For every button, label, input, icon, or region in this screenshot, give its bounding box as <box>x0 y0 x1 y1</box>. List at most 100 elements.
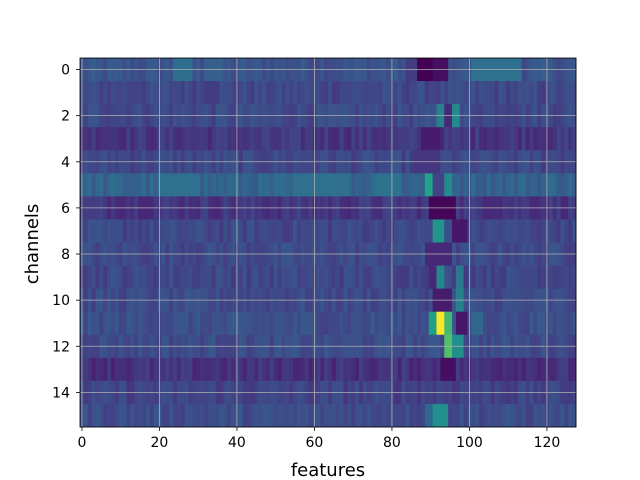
heatmap-cell <box>432 81 437 105</box>
heatmap-cell <box>289 173 294 197</box>
heatmap-cell <box>440 173 445 197</box>
heatmap-cell <box>219 265 224 290</box>
heatmap-cell <box>254 219 259 243</box>
heatmap-cell <box>432 311 437 336</box>
heatmap-cell <box>126 357 131 382</box>
heatmap-cell <box>370 173 375 197</box>
heatmap-cell <box>246 403 251 428</box>
heatmap-cell <box>300 311 306 336</box>
heatmap-cell <box>188 403 193 428</box>
heatmap-cell <box>328 219 333 243</box>
heatmap-cell <box>552 81 558 105</box>
heatmap-cell <box>502 265 507 290</box>
heatmap-cell <box>483 311 488 336</box>
heatmap-cell <box>541 265 546 290</box>
heatmap-cell <box>510 219 515 243</box>
heatmap-cell <box>269 311 275 336</box>
heatmap-cell <box>517 173 523 197</box>
heatmap-cell <box>122 311 127 336</box>
heatmap-cell <box>122 219 127 243</box>
heatmap-cell <box>250 265 255 290</box>
heatmap-cell <box>560 357 565 382</box>
heatmap-cell <box>126 81 131 105</box>
heatmap-cell <box>161 311 166 336</box>
heatmap-cell <box>91 81 96 105</box>
heatmap-cell <box>413 219 418 243</box>
heatmap-cell <box>246 357 251 382</box>
heatmap-cell <box>83 357 89 382</box>
heatmap-cell <box>165 403 170 428</box>
heatmap-cell <box>238 81 244 105</box>
heatmap-cell <box>548 219 554 243</box>
heatmap-cell <box>397 311 403 336</box>
heatmap-cell <box>452 311 457 336</box>
heatmap-cell <box>204 357 209 382</box>
heatmap-cell <box>258 81 263 105</box>
heatmap-cell <box>440 127 445 151</box>
heatmap-cell <box>293 81 298 105</box>
heatmap-cell <box>304 403 310 428</box>
heatmap-cell <box>370 127 375 151</box>
heatmap-cell <box>200 265 205 290</box>
heatmap-cell <box>320 311 325 336</box>
heatmap-cell <box>452 81 457 105</box>
heatmap-cell <box>103 403 108 428</box>
heatmap-cell <box>366 81 372 105</box>
heatmap-cell <box>142 311 147 336</box>
heatmap-cell <box>335 81 341 105</box>
heatmap-cell <box>324 357 329 382</box>
heatmap-cell <box>378 127 383 151</box>
heatmap-cell <box>374 403 379 428</box>
heatmap-cell <box>510 81 515 105</box>
heatmap-cell <box>541 219 546 243</box>
heatmap-cell <box>339 357 344 382</box>
heatmap-cell <box>537 403 542 428</box>
heatmap-cell <box>211 357 217 382</box>
heatmap-cell <box>324 403 329 428</box>
heatmap-cell <box>227 311 232 336</box>
heatmap-cell <box>331 173 337 197</box>
heatmap-cell <box>459 357 465 382</box>
heatmap-cell <box>207 265 213 290</box>
heatmap-cell <box>219 81 224 105</box>
heatmap-cell <box>529 127 534 151</box>
heatmap-cell <box>91 127 96 151</box>
heatmap-cell <box>165 173 170 197</box>
heatmap-cell <box>378 173 383 197</box>
heatmap-cell <box>328 403 333 428</box>
heatmap-cell <box>111 357 116 382</box>
heatmap-cell <box>223 219 228 243</box>
heatmap-cell <box>285 173 290 197</box>
heatmap-cell <box>180 357 186 382</box>
heatmap-cell <box>386 81 391 105</box>
heatmap-cell <box>173 265 178 290</box>
heatmap-cell <box>494 173 499 197</box>
heatmap-cell <box>494 357 499 382</box>
x-tick-label: 0 <box>77 435 86 451</box>
heatmap-cell <box>184 265 189 290</box>
heatmap-cell <box>262 81 267 105</box>
heatmap-cell <box>452 265 457 290</box>
heatmap-cell <box>192 265 197 290</box>
heatmap-cell <box>111 127 116 151</box>
heatmap-cell <box>254 311 259 336</box>
heatmap-cell <box>510 311 515 336</box>
heatmap-cell <box>355 127 360 151</box>
heatmap-cell <box>231 81 236 105</box>
heatmap-cell <box>339 403 344 428</box>
heatmap-cell <box>556 127 561 151</box>
heatmap-cell <box>324 173 329 197</box>
heatmap-cell <box>107 265 112 290</box>
heatmap-cell <box>114 81 120 105</box>
heatmap-cell <box>486 127 492 151</box>
heatmap-cell <box>455 357 461 382</box>
heatmap-cell <box>281 403 286 428</box>
heatmap-cell <box>362 219 368 243</box>
heatmap-cell <box>285 265 290 290</box>
y-tick-label: 10 <box>52 293 70 309</box>
heatmap-cell <box>277 403 282 428</box>
heatmap-cell <box>339 265 344 290</box>
heatmap-cell <box>219 127 224 151</box>
heatmap-cell <box>401 403 406 428</box>
heatmap-cell <box>204 219 209 243</box>
